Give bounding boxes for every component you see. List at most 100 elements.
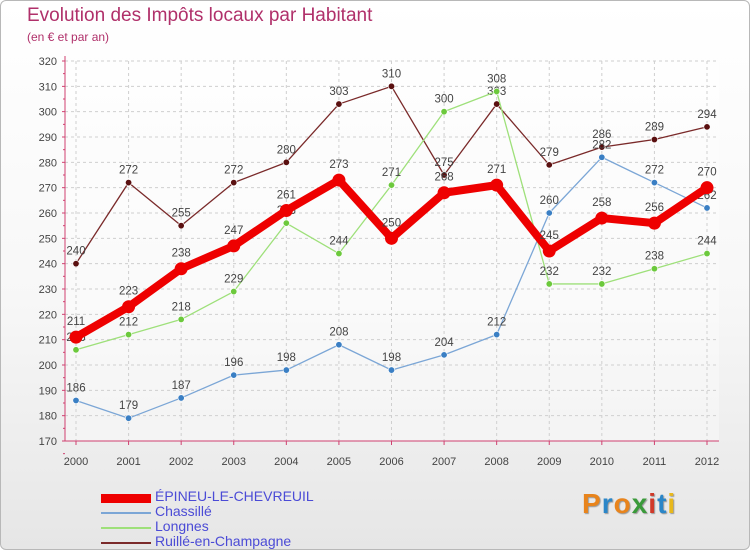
data-point-chassill [703, 204, 711, 212]
data-point-chassill [125, 414, 133, 422]
y-tick-label: 190 [39, 385, 57, 397]
data-point-ruill-en-champagne [598, 143, 606, 151]
data-point-longnes [125, 331, 133, 339]
data-point-ruill-en-champagne [545, 161, 553, 169]
data-point-chassill [177, 394, 185, 402]
data-point-chassill [440, 351, 448, 359]
data-point-pineu-le-chevreuil [437, 186, 451, 200]
legend-label: Ruillé-en-Champagne [155, 533, 292, 549]
data-label-longnes: 229 [224, 274, 243, 286]
data-label-ruill-en-champagne: 280 [277, 144, 296, 156]
data-point-pineu-le-chevreuil [385, 231, 398, 245]
logo-letter: t [657, 488, 668, 519]
data-label-ruill-en-champagne: 303 [329, 86, 348, 98]
data-point-pineu-le-chevreuil [332, 173, 346, 187]
data-point-pineu-le-chevreuil [542, 244, 556, 258]
data-point-ruill-en-champagne [282, 158, 290, 166]
data-point-pineu-le-chevreuil [279, 203, 293, 217]
data-point-longnes [335, 250, 343, 258]
data-point-chassill [650, 179, 658, 187]
data-label-chassill: 204 [434, 337, 454, 349]
data-point-pineu-le-chevreuil [227, 239, 241, 253]
data-label-longnes: 300 [434, 94, 453, 106]
data-label-longnes: 271 [382, 167, 401, 179]
data-point-chassill [493, 331, 501, 339]
data-point-chassill [282, 366, 290, 374]
proxiti-logo: Proxiti [582, 488, 676, 520]
plot-area [65, 61, 719, 441]
x-tick-label: 2006 [379, 456, 403, 468]
data-point-chassill [230, 371, 238, 379]
logo-letter: i [648, 488, 658, 519]
x-tick-label: 2012 [695, 456, 719, 468]
data-point-longnes [440, 108, 448, 116]
data-point-longnes [650, 265, 658, 273]
data-point-longnes [72, 346, 80, 354]
data-point-pineu-le-chevreuil [69, 330, 83, 344]
data-point-longnes [387, 181, 395, 189]
y-tick-label: 320 [39, 56, 57, 68]
data-label-chassill: 212 [487, 317, 506, 329]
legend-swatch [101, 493, 151, 503]
legend-label: ÉPINEU-LE-CHEVREUIL [155, 488, 314, 504]
data-point-chassill [72, 396, 80, 404]
y-tick-label: 270 [39, 183, 57, 195]
data-label-ruill-en-champagne: 294 [697, 109, 717, 121]
data-point-pineu-le-chevreuil [647, 216, 661, 230]
x-tick-label: 2001 [116, 456, 140, 468]
chart-title: Evolution des Impôts locaux par Habitant [27, 5, 373, 26]
data-label-pineu-le-chevreuil: 247 [224, 225, 243, 237]
data-point-chassill [545, 209, 553, 217]
y-tick-label: 280 [39, 157, 57, 169]
data-label-longnes: 244 [329, 236, 349, 248]
data-point-longnes [598, 280, 606, 288]
data-label-pineu-le-chevreuil: 268 [434, 172, 453, 184]
data-point-longnes [545, 280, 553, 288]
y-tick-label: 220 [39, 309, 57, 321]
data-label-ruill-en-champagne: 272 [224, 165, 243, 177]
data-point-longnes [230, 288, 238, 296]
data-point-pineu-le-chevreuil [595, 211, 609, 225]
data-label-chassill: 282 [592, 139, 611, 151]
data-point-longnes [282, 219, 290, 227]
data-point-ruill-en-champagne [387, 82, 395, 90]
data-label-chassill: 196 [224, 357, 243, 369]
data-label-longnes: 218 [172, 301, 191, 313]
data-label-pineu-le-chevreuil: 271 [487, 164, 506, 176]
y-tick-label: 200 [39, 360, 57, 372]
data-label-longnes: 232 [540, 266, 559, 278]
x-tick-label: 2008 [484, 456, 508, 468]
data-label-pineu-le-chevreuil: 211 [67, 316, 85, 328]
y-tick-label: 290 [39, 132, 57, 144]
data-label-chassill: 198 [382, 352, 401, 364]
data-point-ruill-en-champagne [335, 100, 343, 108]
data-label-ruill-en-champagne: 279 [540, 147, 559, 159]
data-label-longnes: 212 [119, 317, 138, 329]
legend-label: Longnes [155, 518, 209, 534]
data-label-longnes: 238 [645, 251, 664, 263]
logo-letter: r [601, 488, 614, 519]
x-tick-label: 2010 [590, 456, 614, 468]
y-tick-label: 240 [39, 259, 57, 271]
data-label-ruill-en-champagne: 275 [434, 157, 453, 169]
data-point-pineu-le-chevreuil [122, 300, 136, 314]
data-label-chassill: 260 [540, 195, 559, 207]
data-point-longnes [177, 315, 185, 323]
legend-label: Chassillé [155, 503, 212, 519]
y-tick-label: 170 [39, 436, 57, 448]
data-label-chassill: 186 [66, 382, 85, 394]
x-tick-label: 2003 [222, 456, 246, 468]
data-point-ruill-en-champagne [72, 260, 80, 268]
data-label-pineu-le-chevreuil: 270 [697, 167, 716, 179]
data-label-chassill: 179 [119, 400, 138, 412]
data-point-chassill [598, 153, 606, 161]
data-label-longnes: 232 [592, 266, 611, 278]
data-label-chassill: 208 [329, 327, 348, 339]
legend-swatch [101, 527, 151, 529]
data-label-longnes: 308 [487, 73, 506, 85]
y-tick-label: 210 [39, 335, 57, 347]
data-label-pineu-le-chevreuil: 250 [382, 217, 401, 229]
data-point-ruill-en-champagne [230, 179, 238, 187]
data-label-chassill: 198 [277, 352, 296, 364]
